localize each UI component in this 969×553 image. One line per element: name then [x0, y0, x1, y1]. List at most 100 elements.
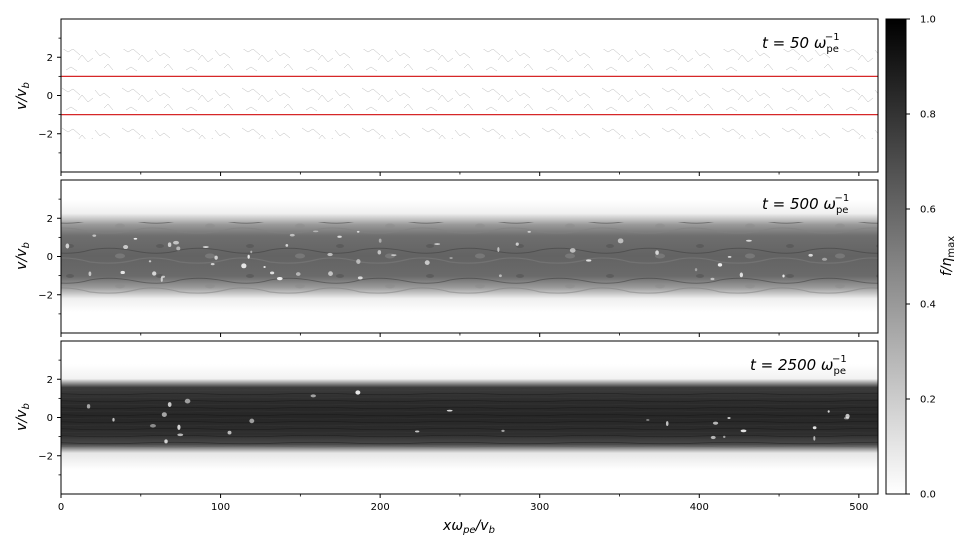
- bright-hole: [177, 433, 184, 437]
- bright-hole: [569, 248, 576, 253]
- colorbar-frame: [885, 18, 907, 495]
- bright-hole: [812, 426, 817, 430]
- bright-hole: [123, 244, 129, 250]
- bright-hole: [177, 424, 181, 430]
- bright-hole: [210, 262, 215, 266]
- bright-hole: [391, 254, 397, 257]
- x-axis-label: xωpe/vb: [442, 518, 495, 536]
- bright-hole: [164, 439, 168, 444]
- bright-hole: [723, 435, 726, 439]
- bright-hole: [497, 247, 500, 253]
- panel-2-y-axis-label: v/vb: [14, 242, 32, 270]
- bright-hole: [449, 257, 453, 259]
- bright-hole: [133, 237, 138, 240]
- bright-hole: [249, 418, 255, 424]
- panel-3-y-ticks: −2 0 2: [38, 359, 61, 476]
- bright-hole: [161, 412, 167, 417]
- panel-3-y-axis-label: v/vb: [14, 403, 32, 431]
- bright-hole: [167, 242, 172, 248]
- bright-hole: [120, 270, 125, 275]
- bright-hole: [263, 266, 266, 269]
- bright-hole: [247, 254, 250, 259]
- panel-1-title: t = 50 ωpe−1: [762, 32, 840, 55]
- bright-hole: [355, 390, 361, 395]
- bright-hole: [337, 235, 342, 238]
- bright-hole: [176, 246, 181, 251]
- x-tick-label: 200: [371, 502, 390, 513]
- bright-hole: [845, 413, 850, 419]
- panel-3-density-texture: [61, 388, 878, 448]
- colorbar-tick-label: 0.0: [920, 490, 936, 501]
- bright-hole: [173, 240, 179, 245]
- panel-3-title: t = 2500 ωpe−1: [750, 354, 847, 377]
- y-tick-label: −2: [38, 290, 53, 301]
- bright-hole: [202, 246, 209, 248]
- y-tick-label: −2: [38, 451, 53, 462]
- bright-hole: [434, 243, 441, 245]
- bright-hole: [328, 271, 333, 276]
- y-tick-label: 2: [47, 214, 53, 225]
- panel-3: −2 0 2 0 100 200 300 400 500 t = 2500 ωpe−1 v/v…: [14, 340, 879, 536]
- bright-hole: [646, 419, 650, 421]
- bright-hole: [65, 243, 70, 249]
- panel-2-bright-holes: [65, 230, 828, 282]
- colorbar-gradient: [886, 19, 906, 494]
- bright-hole: [227, 430, 232, 435]
- bright-hole: [527, 230, 531, 233]
- bright-hole: [152, 271, 157, 276]
- bright-hole: [501, 429, 505, 432]
- bright-hole: [295, 272, 301, 276]
- bright-hole: [167, 402, 172, 408]
- colorbar-tick-label: 0.6: [920, 205, 936, 216]
- bright-hole: [356, 230, 360, 233]
- bright-hole: [498, 274, 502, 278]
- bright-hole: [813, 436, 816, 441]
- bright-hole: [655, 250, 659, 255]
- colorbar-tick-label: 1.0: [920, 15, 936, 26]
- panel-2-y-ticks: −2 0 2: [38, 198, 61, 315]
- bright-hole: [310, 394, 316, 398]
- panel-2-title: t = 500 ωpe−1: [762, 193, 849, 216]
- colorbar: 0.0 0.2 0.4 0.6 0.8 1.0 f/ηmax: [885, 15, 957, 501]
- bright-hole: [446, 409, 453, 412]
- x-tick-label: 100: [211, 502, 230, 513]
- colorbar-tick-label: 0.8: [920, 110, 936, 121]
- bright-hole: [827, 410, 830, 413]
- colorbar-ticks: 0.0 0.2 0.4 0.6 0.8 1.0: [906, 15, 936, 501]
- bright-hole: [214, 255, 218, 260]
- bright-hole: [184, 398, 191, 404]
- x-tick-label: 300: [530, 502, 549, 513]
- bright-hole: [289, 233, 295, 237]
- bright-hole: [415, 430, 420, 433]
- bright-hole: [92, 234, 97, 237]
- bright-hole: [313, 230, 319, 233]
- y-tick-label: 2: [47, 53, 53, 64]
- colorbar-label: f/ηmax: [939, 236, 957, 276]
- bright-hole: [843, 416, 850, 420]
- bright-hole: [112, 417, 115, 422]
- x-tick-label: 400: [690, 502, 709, 513]
- bright-hole: [270, 271, 275, 275]
- y-tick-label: 0: [47, 413, 53, 424]
- panel-1-y-axis-label: v/vb: [14, 82, 32, 110]
- panel-1-density: [61, 49, 878, 139]
- bright-hole: [740, 429, 747, 433]
- bright-hole: [150, 424, 156, 428]
- bright-hole: [357, 276, 363, 280]
- bright-hole: [727, 417, 731, 419]
- colorbar-tick-label: 0.4: [920, 300, 936, 311]
- y-tick-label: 0: [47, 91, 53, 102]
- bright-hole: [424, 260, 430, 265]
- bright-hole: [250, 250, 253, 254]
- bright-hole: [727, 255, 732, 258]
- panel-2: −2 0 2 t = 500 ωpe−1 v/vb: [14, 179, 879, 337]
- panel-3-bright-holes: [86, 390, 850, 444]
- bright-hole: [285, 243, 289, 247]
- bright-hole: [515, 242, 519, 246]
- x-tick-label: 0: [58, 502, 64, 513]
- panel-3-x-ticks: 0 100 200 300 400 500: [58, 494, 868, 513]
- bright-hole: [821, 257, 828, 261]
- bright-hole: [617, 238, 624, 244]
- bright-hole: [241, 263, 247, 269]
- bright-hole: [782, 274, 785, 278]
